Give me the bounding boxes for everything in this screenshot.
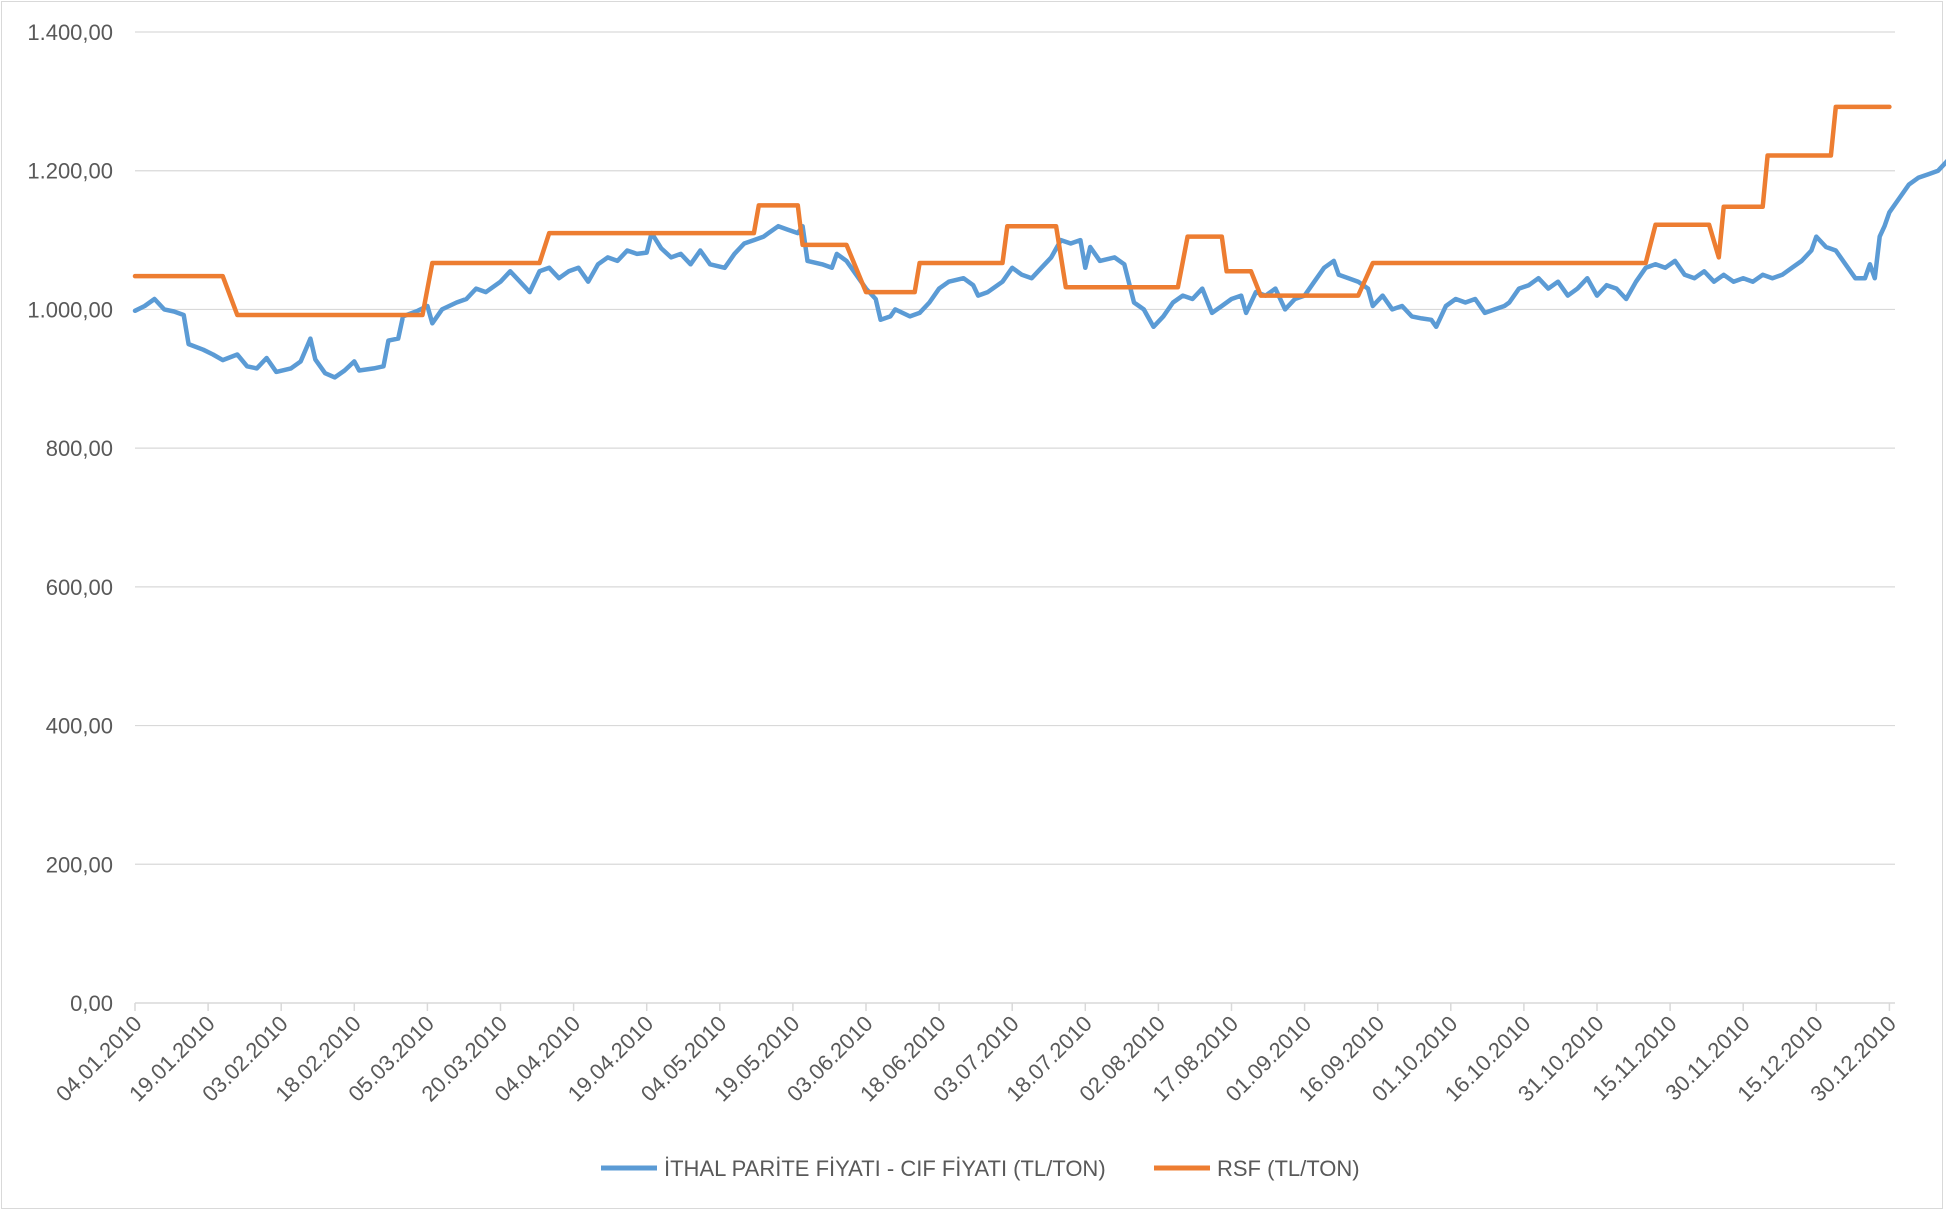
y-tick-label: 600,00 xyxy=(46,575,113,600)
y-tick-label: 400,00 xyxy=(46,714,113,739)
y-tick-label: 200,00 xyxy=(46,852,113,877)
legend-label-rsf: RSF (TL/TON) xyxy=(1217,1156,1360,1181)
series-line-cif xyxy=(132,159,1946,380)
y-tick-label: 1.400,00 xyxy=(27,20,113,45)
gridlines xyxy=(135,31,1895,865)
x-axis-tick-marks xyxy=(134,1003,1891,1011)
y-tick-label: 1.000,00 xyxy=(27,297,113,322)
legend: İTHAL PARİTE FİYATI - CIF FİYATI (TL/TON… xyxy=(601,1156,1360,1181)
y-tick-label: 1.200,00 xyxy=(27,159,113,184)
y-tick-label: 0,00 xyxy=(70,991,113,1016)
y-tick-label: 800,00 xyxy=(46,436,113,461)
legend-label-cif: İTHAL PARİTE FİYATI - CIF FİYATI (TL/TON… xyxy=(664,1156,1106,1181)
x-axis-ticks: 04.01.201019.01.201003.02.201018.02.2010… xyxy=(51,1011,1901,1107)
series-line-rsf xyxy=(132,104,1892,318)
y-axis-ticks: 0,00 200,00 400,00 600,00 800,00 1.000,00 1.20… xyxy=(27,20,113,1016)
series-layer xyxy=(132,104,1946,380)
